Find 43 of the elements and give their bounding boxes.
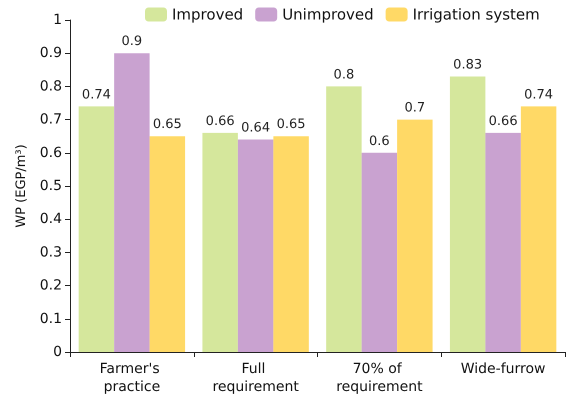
y-tick-label: 0.7 bbox=[40, 112, 62, 128]
data-label: 0.74 bbox=[82, 87, 111, 102]
y-tick-label: 0.9 bbox=[40, 45, 62, 62]
y-tick-label: 0.3 bbox=[40, 244, 62, 260]
bar bbox=[362, 152, 398, 352]
bar bbox=[326, 86, 362, 352]
data-label: 0.65 bbox=[276, 117, 306, 132]
bar bbox=[485, 132, 521, 352]
legend-label: Irrigation system bbox=[412, 6, 540, 24]
legend-label: Unimproved bbox=[282, 6, 374, 24]
data-label: 0.83 bbox=[453, 57, 482, 72]
data-label: 0.7 bbox=[404, 100, 426, 116]
data-label: 0.8 bbox=[334, 67, 354, 82]
y-tick-label: 0 bbox=[53, 344, 62, 360]
y-tick-label: 0.5 bbox=[40, 178, 62, 194]
bar bbox=[520, 106, 556, 352]
y-tick-label: 0.2 bbox=[40, 278, 62, 294]
data-label: 0.9 bbox=[122, 34, 142, 50]
legend-label: Improved bbox=[172, 6, 244, 24]
bar bbox=[273, 136, 309, 352]
data-label: 0.64 bbox=[241, 120, 270, 136]
y-axis-title: WP (EGP/m³) bbox=[14, 144, 29, 228]
x-tick-label: Farmer's practice bbox=[100, 361, 164, 395]
bar bbox=[150, 136, 186, 352]
data-label: 0.6 bbox=[369, 134, 390, 149]
bar bbox=[114, 53, 150, 352]
bar bbox=[397, 120, 433, 352]
bar bbox=[238, 140, 274, 352]
x-tick-label: Full requirement bbox=[212, 361, 300, 395]
data-label: 0.66 bbox=[206, 114, 235, 129]
y-tick-label: 0.6 bbox=[40, 144, 62, 161]
y-tick-label: 0.1 bbox=[40, 310, 62, 327]
y-tick-label: 0.4 bbox=[40, 211, 62, 228]
x-tick-label: 70% of requirement bbox=[336, 361, 424, 395]
data-label: 0.66 bbox=[488, 114, 518, 129]
data-label: 0.65 bbox=[152, 117, 182, 132]
x-tick-label: Wide-furrow bbox=[460, 361, 546, 377]
data-label: 0.74 bbox=[524, 87, 554, 102]
bar bbox=[202, 132, 238, 352]
bar bbox=[450, 76, 486, 352]
y-tick-label: 0.8 bbox=[40, 78, 62, 94]
bar bbox=[78, 106, 114, 352]
y-tick-label: 1 bbox=[53, 12, 62, 28]
